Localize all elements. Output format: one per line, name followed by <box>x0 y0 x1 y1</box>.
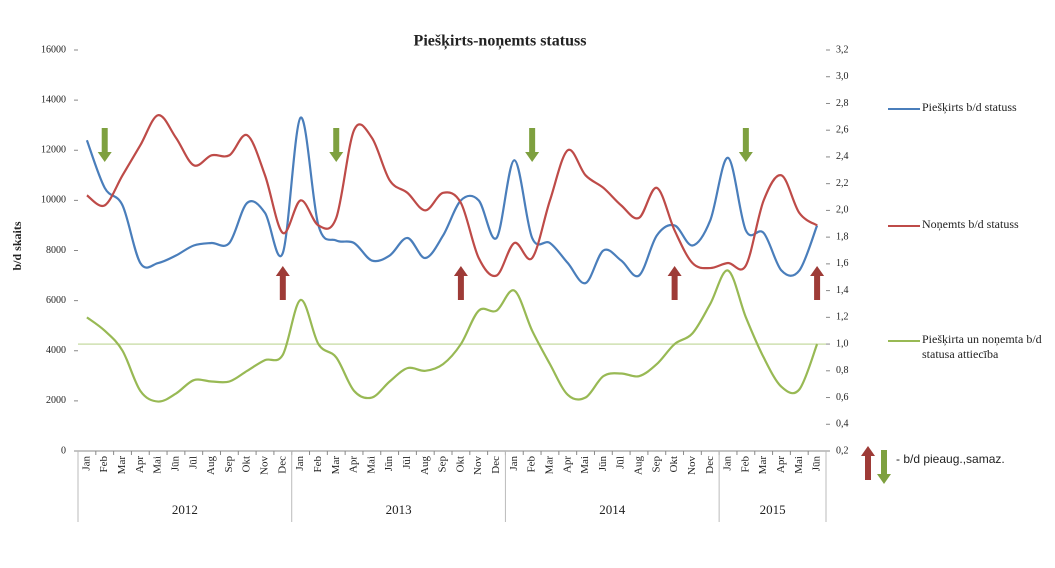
x-tick-label: Jūn <box>169 456 181 472</box>
y2-tick-label: 2,8 <box>836 98 849 109</box>
y2-tick-label: 1,4 <box>836 285 849 296</box>
y-tick-label: 14000 <box>41 94 66 105</box>
x-tick-label: Jūn <box>811 456 823 472</box>
legend-swatch <box>888 108 920 110</box>
x-tick-label: Aug <box>205 456 217 475</box>
y2-tick-label: 1,2 <box>836 312 849 323</box>
series-line <box>85 116 819 285</box>
y2-tick-label: 0,8 <box>836 365 849 376</box>
up-arrow <box>810 266 825 300</box>
y-tick-label: 2000 <box>46 395 66 406</box>
legend-swatch <box>888 225 920 227</box>
chart-title: Piešķirts-noņemts statuss <box>414 33 587 51</box>
legend-swatch <box>888 340 920 342</box>
x-tick-label: Jūn <box>597 456 609 472</box>
y2-tick-label: 1,6 <box>836 258 849 269</box>
x-tick-label: Nov <box>259 456 271 475</box>
y2-tick-label: 1,8 <box>836 231 849 242</box>
x-tick-label: Dec <box>276 456 288 474</box>
y2-tick-label: 2,0 <box>836 205 849 216</box>
y2-tick-label: 2,4 <box>836 151 849 162</box>
x-tick-label: Mai <box>365 456 377 474</box>
x-tick-label: Sep <box>650 456 662 473</box>
x-tick-label: Feb <box>739 456 751 473</box>
up-arrow <box>453 266 468 300</box>
y2-tick-label: 0,4 <box>836 419 849 430</box>
x-tick-label: Apr <box>775 456 787 473</box>
y-tick-label: 0 <box>61 445 66 456</box>
down-arrow <box>738 128 753 162</box>
up-arrow <box>275 266 290 300</box>
legend-label: Piešķirts b/d statuss <box>922 100 1017 114</box>
legend-down-arrow <box>877 450 891 484</box>
y2-tick-label: 1,0 <box>836 338 849 349</box>
group-label: 2014 <box>599 502 626 517</box>
x-tick-label: Mar <box>330 456 342 475</box>
down-arrow <box>97 128 112 162</box>
x-tick-label: Okt <box>668 456 680 473</box>
x-tick-label: Jūl <box>187 456 199 469</box>
legend-up-arrow <box>861 446 875 480</box>
legend-label: Piešķirta un noņemta b/d statusa attiecī… <box>922 332 1042 361</box>
x-tick-label: Okt <box>454 456 466 473</box>
y2-tick-label: 3,0 <box>836 71 849 82</box>
x-tick-label: Jūl <box>615 456 627 469</box>
x-tick-label: Dec <box>490 456 502 474</box>
x-tick-label: Nov <box>472 456 484 475</box>
y2-tick-label: 0,2 <box>836 445 849 456</box>
legend-label: Noņemts b/d statuss <box>922 217 1019 231</box>
y2-tick-label: 2,2 <box>836 178 849 189</box>
x-tick-label: Jan <box>294 456 306 471</box>
x-tick-label: Feb <box>98 456 110 473</box>
x-tick-label: Sep <box>223 456 235 473</box>
y-tick-label: 4000 <box>46 345 66 356</box>
x-tick-label: Mar <box>116 456 128 475</box>
x-tick-label: Mar <box>543 456 555 475</box>
y-axis-label: b/d skaits <box>10 221 24 270</box>
y-tick-label: 6000 <box>46 295 66 306</box>
series-line <box>86 269 819 403</box>
x-tick-label: Feb <box>312 456 324 473</box>
x-tick-label: Feb <box>526 456 538 473</box>
y-tick-label: 8000 <box>46 245 66 256</box>
marker-legend: - b/d pieaug.,samaz. <box>896 452 1005 466</box>
x-tick-label: Jūl <box>401 456 413 469</box>
y2-tick-label: 0,6 <box>836 392 849 403</box>
x-tick-label: Apr <box>348 456 360 473</box>
y-tick-label: 10000 <box>41 195 66 206</box>
x-tick-label: Mar <box>757 456 769 475</box>
x-tick-label: Mai <box>793 456 805 474</box>
x-tick-label: Apr <box>134 456 146 473</box>
x-tick-label: Aug <box>633 456 645 475</box>
x-tick-label: Sep <box>437 456 449 473</box>
x-tick-label: Jan <box>508 456 520 471</box>
y-tick-label: 16000 <box>41 44 66 55</box>
x-tick-label: Jan <box>722 456 734 471</box>
x-tick-label: Nov <box>686 456 698 475</box>
y-tick-label: 12000 <box>41 145 66 156</box>
group-label: 2013 <box>386 502 412 517</box>
x-tick-label: Mai <box>579 456 591 474</box>
y2-tick-label: 3,2 <box>836 44 849 55</box>
x-tick-label: Dec <box>704 456 716 474</box>
x-tick-label: Jan <box>80 456 92 471</box>
x-tick-label: Aug <box>419 456 431 475</box>
x-tick-label: Jūn <box>383 456 395 472</box>
down-arrow <box>525 128 540 162</box>
x-tick-label: Apr <box>561 456 573 473</box>
y2-tick-label: 2,6 <box>836 124 849 135</box>
group-label: 2015 <box>760 502 786 517</box>
up-arrow <box>667 266 682 300</box>
group-label: 2012 <box>172 502 198 517</box>
x-tick-label: Okt <box>241 456 253 473</box>
x-tick-label: Mai <box>152 456 164 474</box>
down-arrow <box>329 128 344 162</box>
series-line <box>86 114 818 278</box>
